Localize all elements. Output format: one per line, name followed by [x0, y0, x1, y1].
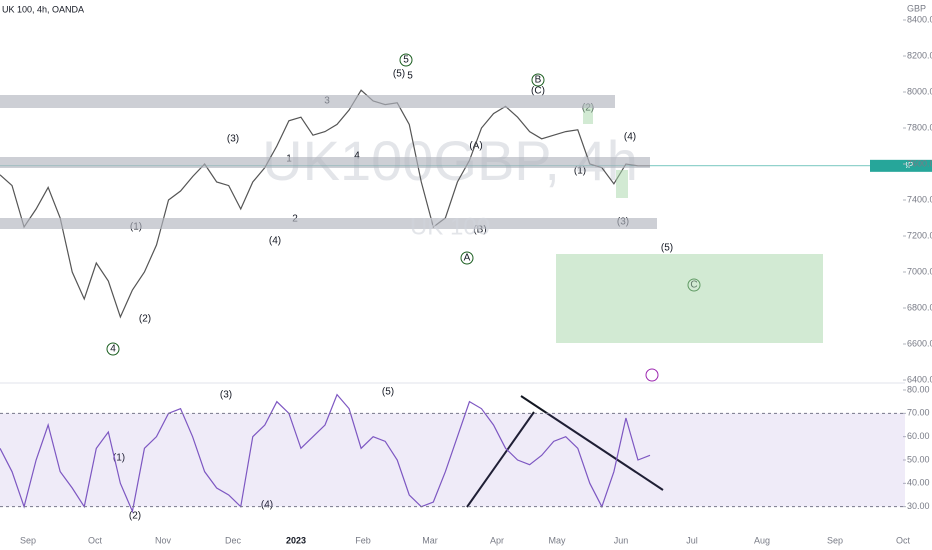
wave-label: (A) [469, 141, 482, 152]
y-tick-label: 40.00 [907, 478, 930, 488]
wave-label: (1) [113, 453, 125, 464]
x-tick-label: Sep [827, 535, 843, 545]
wave-label: (4) [624, 132, 636, 143]
y-tick-label: 6600.0 [907, 338, 932, 348]
alert-icon [645, 368, 659, 382]
y-tick-label: 7200.0 [907, 230, 932, 240]
y-tick-label: 8400.0 [907, 14, 932, 24]
y-tick-label: 6400.0 [907, 374, 932, 384]
y-tick-label: 50.00 [907, 454, 930, 464]
x-tick-label: Jun [614, 535, 629, 545]
y-tick-label: 70.00 [907, 408, 930, 418]
series-line [0, 89, 650, 319]
wave-label: (4) [261, 500, 273, 511]
wave-label: (2) [129, 511, 141, 522]
y-tick-label: 8000.0 [907, 86, 932, 96]
x-tick-label: 2023 [286, 535, 306, 545]
wave-label: (5) [393, 69, 405, 80]
x-tick-label: Nov [155, 535, 172, 545]
zone [0, 95, 615, 108]
x-tick-label: Feb [355, 535, 371, 545]
x-tick-label: Oct [896, 535, 911, 545]
x-tick-label: Dec [225, 535, 242, 545]
wave-label: (4) [269, 236, 281, 247]
x-tick-label: Sep [20, 535, 36, 545]
wave-label: (1) [574, 166, 586, 177]
wave-label: A [464, 253, 471, 264]
x-tick-label: May [548, 535, 566, 545]
wave-label: (3) [220, 390, 232, 401]
target-box [616, 170, 628, 198]
y-tick-label: 7600.0 [907, 158, 932, 168]
y-tick-label: 6800.0 [907, 302, 932, 312]
wave-circle [106, 342, 120, 356]
wave-label: B [535, 75, 542, 86]
wave-label: 5 [407, 71, 413, 82]
y-tick-label: 80.00 [907, 384, 930, 394]
wave-label: (2) [139, 314, 151, 325]
wave-label: 4 [354, 151, 360, 162]
wave-label: (5) [382, 387, 394, 398]
y-tick-label: 60.00 [907, 431, 930, 441]
x-tick-label: Jul [686, 535, 698, 545]
trendline [520, 395, 664, 491]
wave-label: (B) [473, 225, 486, 236]
trendline [466, 411, 535, 508]
target-box [583, 104, 593, 124]
zone [0, 218, 657, 229]
zone [0, 157, 650, 168]
wave-label: 4 [110, 344, 116, 355]
x-tick-label: Aug [754, 535, 770, 545]
rsi-band [0, 413, 905, 507]
price-tag-value [906, 159, 932, 172]
wave-label: (C) [531, 86, 545, 97]
target-box [556, 254, 823, 343]
series-line [0, 393, 651, 514]
watermark-sub: UK 100 [410, 213, 490, 240]
y-tick-label: 30.00 [907, 501, 930, 511]
y-tick-label: 7800.0 [907, 122, 932, 132]
symbol-title: UK 100, 4h, OANDA [2, 4, 84, 14]
y-tick-label: 7000.0 [907, 266, 932, 276]
x-tick-label: Oct [88, 535, 103, 545]
x-tick-label: Apr [490, 535, 504, 545]
wave-label: 5 [403, 55, 409, 66]
x-tick-label: Mar [422, 535, 438, 545]
wave-circle [399, 53, 413, 67]
wave-circle [460, 251, 474, 265]
wave-label: (3) [227, 134, 239, 145]
y-tick-label: 8200.0 [907, 50, 932, 60]
wave-label: (5) [661, 243, 673, 254]
currency: GBP [907, 3, 926, 13]
y-tick-label: 7400.0 [907, 194, 932, 204]
wave-circle [531, 73, 545, 87]
